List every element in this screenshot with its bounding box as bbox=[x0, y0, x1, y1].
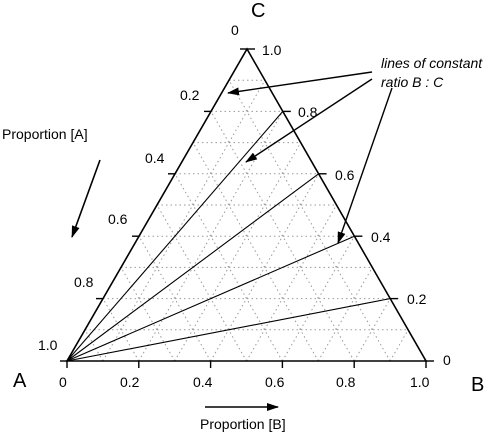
proportion-a-arrow bbox=[71, 159, 101, 238]
constant-ratio-line bbox=[66, 111, 284, 362]
annotation-arrow-3 bbox=[337, 87, 393, 244]
tick-label-bottom: 1.0 bbox=[410, 374, 430, 390]
axis-title-proportion-a: Proportion [A] bbox=[2, 126, 88, 142]
grid-line bbox=[210, 111, 355, 362]
tick-label-left: 0.2 bbox=[180, 87, 200, 103]
annotation-line-1: lines of constant bbox=[381, 55, 483, 71]
grid-line bbox=[138, 235, 212, 362]
annotation-arrow-1 bbox=[227, 71, 373, 96]
annotation-arrow-2 bbox=[245, 78, 373, 163]
triangle-outline bbox=[65, 47, 428, 362]
annotation-line-2: ratio B : C bbox=[381, 74, 444, 90]
constant-ratio-line bbox=[66, 298, 391, 362]
tick-label-right: 1.0 bbox=[262, 42, 282, 58]
grid-line bbox=[156, 204, 247, 362]
tick-label-right: 0.2 bbox=[407, 291, 427, 307]
tick-label-right: 0.8 bbox=[298, 104, 318, 120]
tick-label-left: 0.4 bbox=[145, 150, 165, 166]
tick-label-bottom: 0.6 bbox=[265, 374, 285, 390]
grid-line bbox=[246, 204, 337, 362]
grid-line bbox=[389, 329, 409, 362]
tick-label-bottom: 0.4 bbox=[193, 374, 213, 390]
grid-line bbox=[353, 298, 391, 362]
vertex-label-c: C bbox=[251, 0, 265, 22]
tick-label-right: 0 bbox=[443, 352, 451, 368]
grid-line bbox=[84, 329, 104, 362]
axis-title-proportion-b: Proportion [B] bbox=[200, 416, 286, 432]
grid-line bbox=[192, 142, 319, 362]
tick-label-left: 1.0 bbox=[38, 337, 58, 353]
grid-line bbox=[174, 142, 302, 362]
grid-line bbox=[317, 267, 373, 362]
vertex-label-a: A bbox=[13, 370, 27, 392]
tick-label-bottom: 0.8 bbox=[336, 374, 356, 390]
tick-label-left: 0.8 bbox=[74, 274, 94, 290]
tick-label-right: 0.4 bbox=[371, 229, 391, 245]
grid-line bbox=[281, 235, 355, 362]
tick-marks bbox=[60, 48, 434, 368]
tick-label-left: 0 bbox=[231, 22, 239, 38]
vertex-label-b: B bbox=[471, 374, 484, 396]
dotted-grid bbox=[84, 79, 409, 362]
grid-line bbox=[228, 79, 391, 362]
tick-label-left: 0.6 bbox=[108, 211, 128, 227]
tick-label-right: 0.6 bbox=[335, 167, 355, 183]
tick-label-bottom: 0.2 bbox=[120, 374, 140, 390]
tick-label-bottom: 0 bbox=[59, 374, 67, 390]
grid-line bbox=[102, 298, 140, 362]
grid-line bbox=[138, 111, 284, 362]
constant-ratio-line bbox=[66, 235, 355, 362]
constant-ratio-line bbox=[66, 173, 319, 362]
